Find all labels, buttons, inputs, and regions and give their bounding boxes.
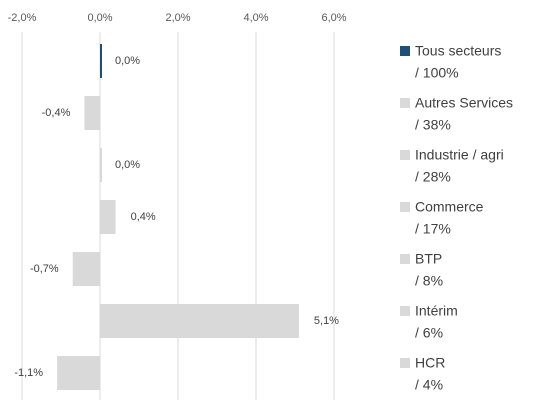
legend-label: / 4% <box>415 377 443 393</box>
legend-swatch <box>400 202 410 212</box>
value-label: 0,0% <box>115 55 140 67</box>
legend-label: BTP <box>415 251 442 267</box>
bar <box>72 252 100 286</box>
x-tick-label: 2,0% <box>165 12 190 24</box>
legend-label: Industrie / agri <box>415 147 504 163</box>
legend-swatch <box>400 358 410 368</box>
legend-label: Autres Services <box>415 95 513 111</box>
legend-label: Intérim <box>415 303 458 319</box>
bar <box>100 44 102 78</box>
bar <box>84 96 100 130</box>
bar <box>100 200 116 234</box>
legend-swatch <box>400 306 410 316</box>
x-tick-label: 0,0% <box>87 12 112 24</box>
bar <box>57 356 100 390</box>
x-tick-label: 4,0% <box>243 12 268 24</box>
legend-label: / 6% <box>415 325 443 341</box>
value-label: 5,1% <box>314 315 339 327</box>
bar <box>100 148 102 182</box>
legend-label: / 17% <box>415 221 451 237</box>
value-label: 0,0% <box>115 159 140 171</box>
legend-label: / 100% <box>415 65 459 81</box>
legend-label: Commerce <box>415 199 484 215</box>
value-label: 0,4% <box>131 211 156 223</box>
legend-label: Tous secteurs <box>415 43 501 59</box>
value-label: -0,4% <box>42 107 71 119</box>
legend-swatch <box>400 254 410 264</box>
legend-label: / 8% <box>415 273 443 289</box>
value-label: -1,1% <box>14 367 43 379</box>
legend-label: / 28% <box>415 169 451 185</box>
x-tick-label: 6,0% <box>321 12 346 24</box>
legend-swatch <box>400 150 410 160</box>
legend-swatch <box>400 46 410 56</box>
legend-label: / 38% <box>415 117 451 133</box>
legend-swatch <box>400 98 410 108</box>
x-tick-label: -2,0% <box>8 12 37 24</box>
bar <box>100 304 299 338</box>
legend-label: HCR <box>415 355 445 371</box>
value-label: -0,7% <box>30 263 59 275</box>
